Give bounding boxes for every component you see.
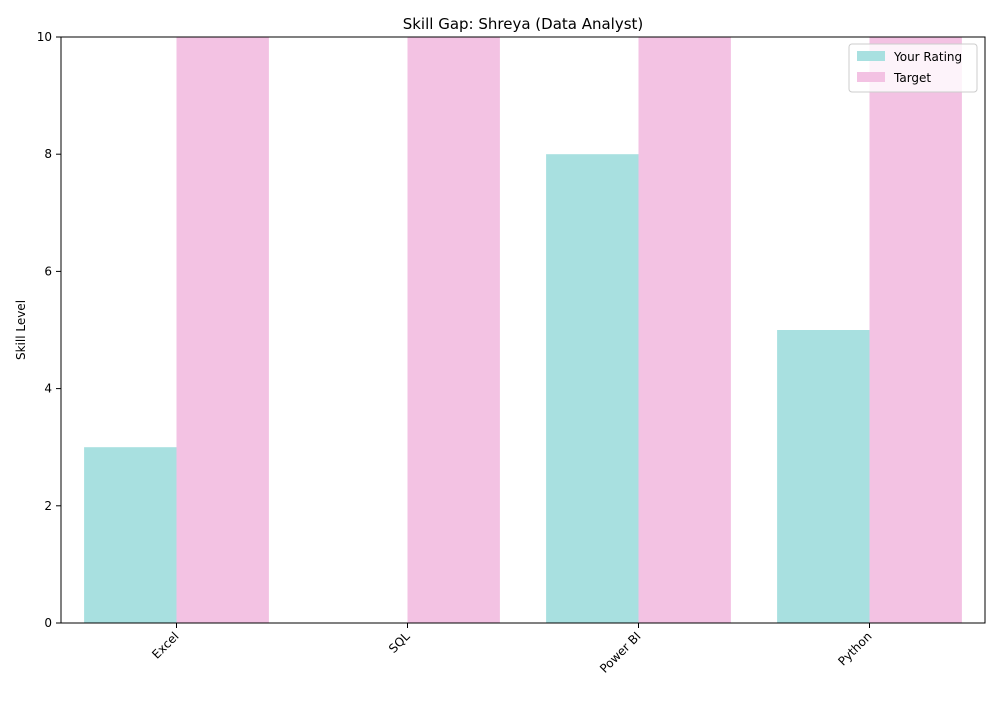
bar-your-rating-3: [777, 330, 870, 623]
bar-target-0: [176, 37, 269, 623]
chart-title: Skill Gap: Shreya (Data Analyst): [403, 15, 644, 33]
y-axis-label: Skill Level: [14, 300, 28, 360]
bar-your-rating-0: [84, 447, 177, 623]
y-tick-label: 6: [44, 264, 52, 278]
x-tick-label: Python: [835, 629, 874, 668]
plot-area: 0 2 4 6 8 10 Excel SQL Power BI Python Your Rating…: [37, 30, 986, 676]
bar-target-2: [638, 37, 731, 623]
y-tick-label: 10: [37, 30, 52, 44]
y-tick-label: 4: [44, 382, 52, 396]
legend-label: Target: [893, 71, 931, 85]
legend-swatch: [857, 51, 885, 61]
x-tick-label: SQL: [386, 629, 413, 656]
bar-target-3: [869, 37, 962, 623]
y-tick-label: 2: [44, 499, 52, 513]
x-tick-label: Power BI: [597, 629, 644, 676]
legend: Your Rating Target: [848, 43, 978, 93]
axes-frame: [60, 36, 986, 624]
x-tick-label: Excel: [149, 629, 181, 661]
bar-target-1: [407, 37, 500, 623]
bar-your-rating-2: [546, 154, 639, 623]
legend-label: Your Rating: [893, 50, 962, 64]
y-tick-label: 0: [44, 616, 52, 630]
legend-swatch: [857, 72, 885, 82]
y-tick-label: 8: [44, 147, 52, 161]
